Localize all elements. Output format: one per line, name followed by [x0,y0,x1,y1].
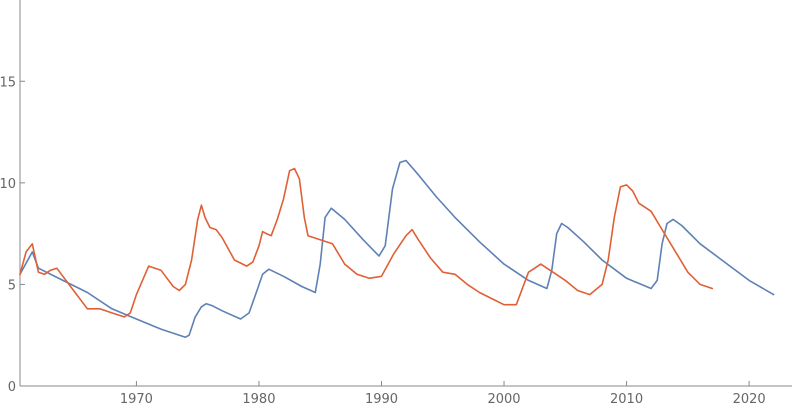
series-line-2 [19,167,714,318]
x-tick-label: 1990 [365,392,398,407]
y-tick-label: 0 [8,380,16,395]
x-tick-label: 2010 [610,392,643,407]
series-line-1 [19,159,775,339]
y-tick-label: 15 [0,75,16,90]
y-tick-label: 5 [8,278,16,293]
x-tick-label: 2000 [487,392,520,407]
x-tick-label: 1980 [242,392,275,407]
series-group [19,159,775,339]
x-tick-label: 1970 [120,392,153,407]
x-tick-label: 2020 [733,392,766,407]
axis-ticks: 1970 1980 1990 2000 2010 2020 0 5 10 15 [0,75,766,407]
y-tick-label: 10 [0,177,16,192]
